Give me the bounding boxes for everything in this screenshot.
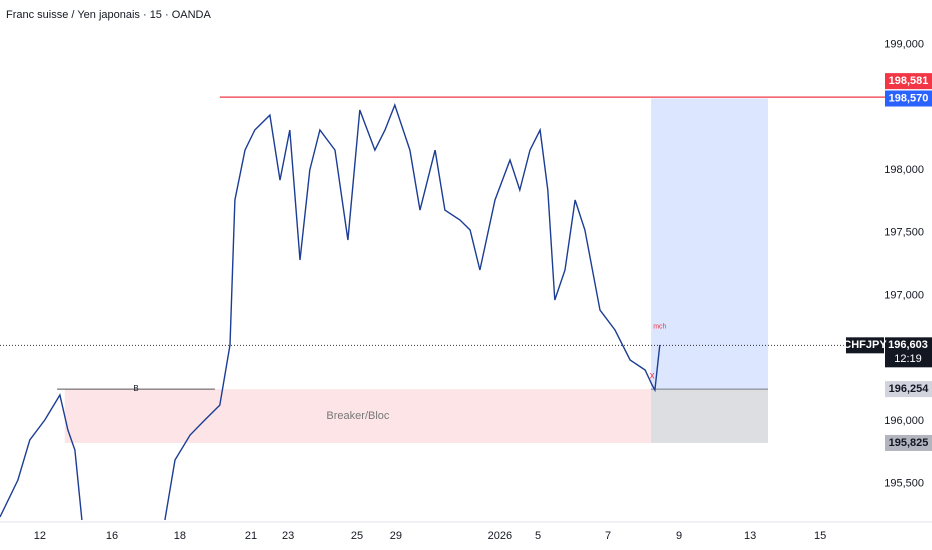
y-tick-label: 195,500 [884, 478, 924, 490]
zone-label: Breaker/Bloc [326, 410, 389, 422]
x-tick-label: 7 [605, 530, 611, 542]
x-tick-label: 2026 [488, 530, 512, 542]
x-tick-label: 18 [174, 530, 186, 542]
entry-box [885, 381, 932, 398]
resistance-box [885, 73, 932, 90]
breaker-zone [64, 389, 652, 443]
target-label: 198,570 [889, 92, 929, 104]
last-price-box [885, 337, 932, 368]
x-tick-label: 12 [34, 530, 46, 542]
x-tick-label: 5 [535, 530, 541, 542]
stop-label: 195,825 [889, 437, 929, 449]
marker-label: x [650, 370, 655, 381]
last-price-label: 196,603 [888, 339, 928, 351]
y-tick-label: 198,000 [884, 164, 924, 176]
entry-label: 196,254 [889, 383, 930, 395]
y-tick-label: 197,000 [884, 289, 924, 301]
y-tick-label: 197,500 [884, 227, 924, 239]
x-tick-label: 29 [390, 530, 402, 542]
loss-area [651, 389, 768, 443]
countdown-label: 12:19 [894, 353, 922, 365]
x-tick-label: 15 [814, 530, 826, 542]
chart-title: Franc suisse / Yen japonais · 15 · OANDA [6, 9, 211, 21]
x-tick-label: 23 [282, 530, 294, 542]
resistance-label: 198,581 [889, 75, 929, 87]
breaker-label: B [133, 384, 138, 393]
x-tick-label: 9 [676, 530, 682, 542]
symbol-label: CHFJPY [843, 339, 887, 351]
y-tick-label: 196,000 [884, 415, 924, 427]
x-tick-label: 25 [351, 530, 363, 542]
y-tick-label: 199,000 [884, 38, 924, 50]
x-tick-label: 16 [106, 530, 118, 542]
x-tick-label: 21 [245, 530, 257, 542]
stop-box [885, 434, 932, 451]
marker-label: mch [653, 324, 666, 331]
x-tick-label: 13 [744, 530, 756, 542]
target-box [885, 90, 932, 107]
symbol-box [846, 337, 884, 354]
price-line [0, 102, 661, 521]
profit-area [651, 98, 768, 390]
